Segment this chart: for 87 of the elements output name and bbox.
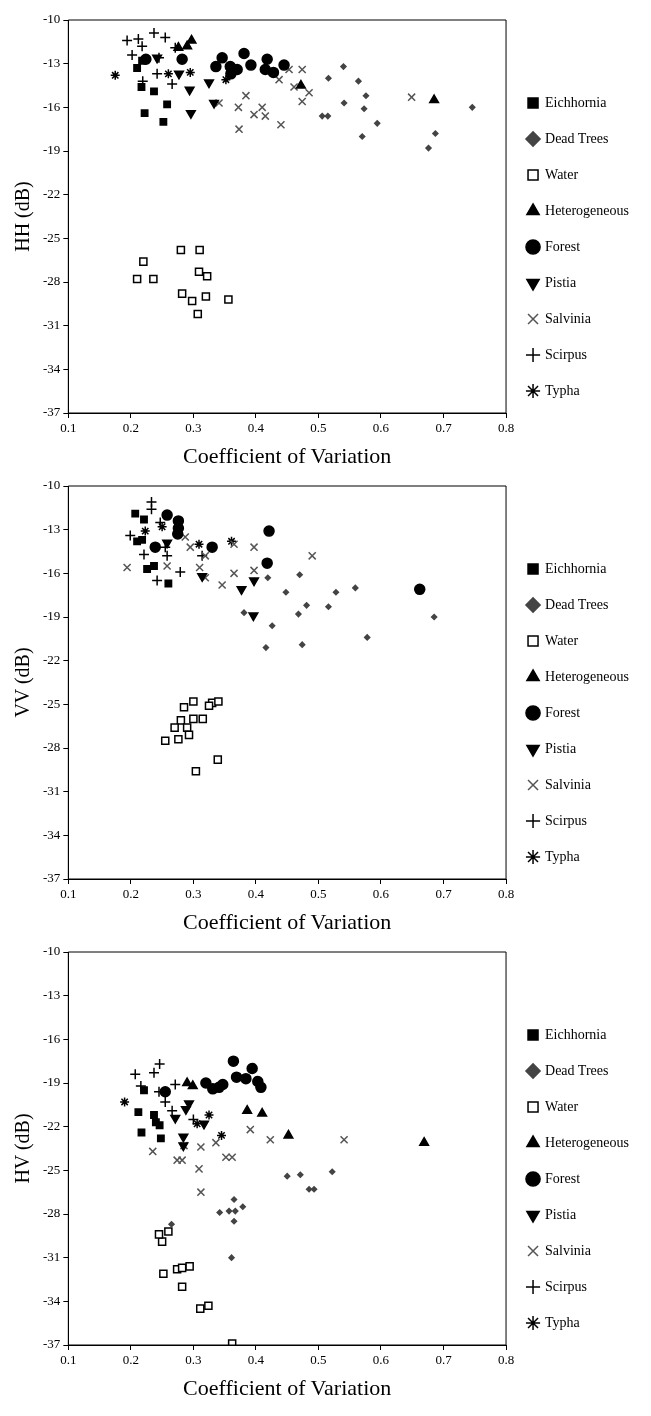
legend-label: Water [545,166,579,182]
legend-label: Scirpus [545,346,588,362]
legend-label: Pistia [545,740,577,756]
legend-label: Dead Trees [545,1062,609,1078]
legend-label: Forest [545,1170,581,1186]
legend-label: Typha [545,382,581,398]
x-tick-label: 0.8 [497,420,515,436]
legend-label: Dead Trees [545,130,609,146]
y-axis-title: VV (dB) [11,647,35,718]
legend-label: Heterogeneous [545,202,629,218]
y-tick-label: -37 [42,870,61,886]
legend-label: Forest [545,238,581,254]
y-tick-label: -37 [42,1336,61,1352]
x-axis-title: Coefficient of Variation [183,1374,392,1400]
x-tick-label: 0.4 [247,1352,265,1368]
y-tick-label: -28 [42,273,61,289]
x-tick-label: 0.6 [372,886,390,902]
legend-label: Eichhornia [545,94,608,110]
x-tick-label: 0.8 [497,1352,515,1368]
legend-label: Heterogeneous [545,1134,629,1150]
legend-label: Water [545,632,579,648]
x-tick-label: 0.5 [310,420,327,436]
y-tick-label: -25 [42,1161,61,1177]
x-tick-label: 0.7 [435,1352,453,1368]
y-tick-label: -31 [42,317,61,333]
legend-label: Heterogeneous [545,668,629,684]
legend-label: Salvinia [545,776,592,792]
legend-label: Forest [545,704,581,720]
legend-label: Dead Trees [545,596,609,612]
y-tick-label: -19 [42,1074,61,1090]
x-axis-title: Coefficient of Variation [183,908,392,934]
legend-label: Typha [545,1314,581,1330]
y-tick-label: -37 [42,404,61,420]
y-tick-label: -10 [42,11,61,27]
legend-label: Typha [545,848,581,864]
x-axis-title: Coefficient of Variation [183,442,392,468]
y-axis-title: HH (dB) [11,181,35,252]
y-tick-label: -22 [42,652,61,668]
y-tick-label: -34 [42,826,61,842]
x-tick-label: 0.3 [185,420,202,436]
x-tick-label: 0.1 [60,886,77,902]
y-tick-label: -10 [42,943,61,959]
y-tick-label: -13 [42,521,61,537]
y-tick-label: -22 [42,1118,61,1134]
legend-label: Pistia [545,1206,577,1222]
y-tick-label: -25 [42,229,61,245]
x-tick-label: 0.1 [60,1352,77,1368]
x-tick-label: 0.5 [310,886,327,902]
y-tick-label: -31 [42,1249,61,1265]
x-tick-label: 0.2 [122,1352,139,1368]
y-tick-label: -13 [42,55,61,71]
y-tick-label: -25 [42,695,61,711]
legend-label: Water [545,1098,579,1114]
x-tick-label: 0.4 [247,886,265,902]
y-tick-label: -10 [42,477,61,493]
legend-label: Pistia [545,274,577,290]
y-tick-label: -19 [42,142,61,158]
y-tick-label: -16 [42,98,61,114]
x-tick-label: 0.3 [185,886,202,902]
legend-label: Scirpus [545,812,588,828]
legend-label: Scirpus [545,1278,588,1294]
x-tick-label: 0.4 [247,420,265,436]
y-tick-label: -34 [42,360,61,376]
y-tick-label: -22 [42,186,61,202]
x-tick-label: 0.7 [435,420,453,436]
x-tick-label: 0.7 [435,886,453,902]
y-tick-label: -16 [42,564,61,580]
y-tick-label: -13 [42,987,61,1003]
x-tick-label: 0.1 [60,420,77,436]
y-axis-title: HV (dB) [11,1113,35,1184]
y-tick-label: -16 [42,1030,61,1046]
y-tick-label: -31 [42,783,61,799]
x-tick-label: 0.3 [185,1352,202,1368]
y-tick-label: -28 [42,1205,61,1221]
y-tick-label: -19 [42,608,61,624]
x-tick-label: 0.2 [122,886,139,902]
legend-label: Eichhornia [545,1026,608,1042]
y-tick-label: -28 [42,739,61,755]
legend-label: Salvinia [545,1242,592,1258]
x-tick-label: 0.6 [372,1352,390,1368]
x-tick-label: 0.8 [497,886,515,902]
x-tick-label: 0.2 [122,420,139,436]
y-tick-label: -34 [42,1292,61,1308]
legend-label: Salvinia [545,310,592,326]
x-tick-label: 0.5 [310,1352,327,1368]
x-tick-label: 0.6 [372,420,390,436]
legend-label: Eichhornia [545,560,608,576]
